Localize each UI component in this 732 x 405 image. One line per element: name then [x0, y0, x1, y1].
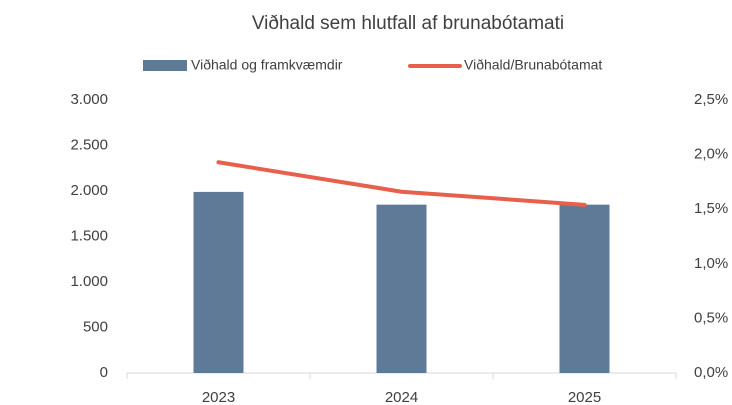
legend-swatch [143, 60, 187, 71]
x-tick-label: 2025 [568, 389, 601, 405]
y-tick-label: 2.500 [70, 136, 108, 153]
y-tick-label: 500 [83, 318, 108, 335]
legend-label: Viðhald/Brunabótamat [464, 57, 602, 73]
y-tick-label: 2.000 [70, 182, 108, 199]
x-tick-label: 2024 [385, 389, 418, 405]
y2-tick-label: 2,0% [694, 146, 728, 163]
bar [376, 204, 427, 373]
y2-tick-label: 0,5% [694, 309, 728, 326]
bar [193, 191, 244, 373]
x-tick-label: 2023 [202, 389, 235, 405]
y-tick-label: 0 [100, 364, 108, 381]
y-tick-label: 1.000 [70, 273, 108, 290]
y2-tick-label: 2,5% [694, 91, 728, 108]
line [216, 160, 587, 207]
y2-tick-label: 1,5% [694, 200, 728, 217]
y-tick-label: 1.500 [70, 227, 108, 244]
legend-label: Viðhald og framkvæmdir [191, 57, 343, 73]
y2-tick-label: 1,0% [694, 255, 728, 272]
bar [559, 204, 610, 373]
y-tick-label: 3.000 [70, 91, 108, 108]
chart-title: Viðhald sem hlutfall af brunabótamati [252, 13, 564, 34]
y2-tick-label: 0,0% [694, 364, 728, 381]
